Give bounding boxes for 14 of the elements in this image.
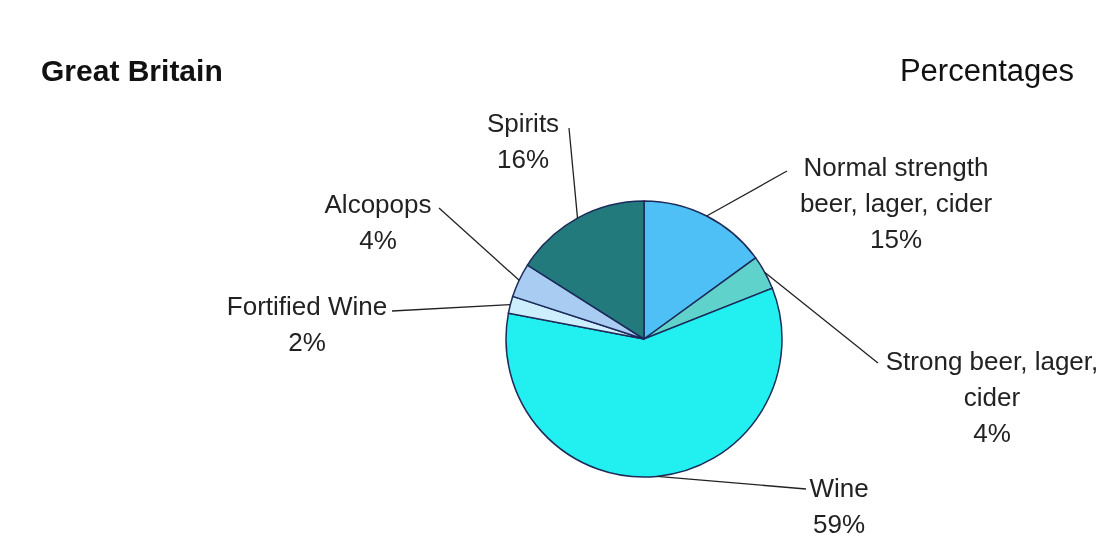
data-label: 2% [288, 327, 326, 357]
data-label: 4% [973, 418, 1011, 448]
slice-label: Strong beer, lager, cider [885, 346, 1099, 412]
data-label: 16% [496, 144, 550, 174]
slice-label: Spirits [486, 108, 560, 138]
chart-subtitle: Percentages [899, 53, 1074, 88]
chart-title: Great Britain [41, 54, 223, 87]
slice-label: Fortified Wine [226, 291, 388, 321]
slice-label: Normal strength beer, lager, cider [799, 152, 993, 218]
data-label: 15% [869, 224, 923, 254]
slice-label: Wine [809, 473, 869, 503]
data-label: 59% [812, 509, 866, 539]
data-label: 4% [359, 225, 397, 255]
slice-label: Alcopops [324, 189, 432, 219]
